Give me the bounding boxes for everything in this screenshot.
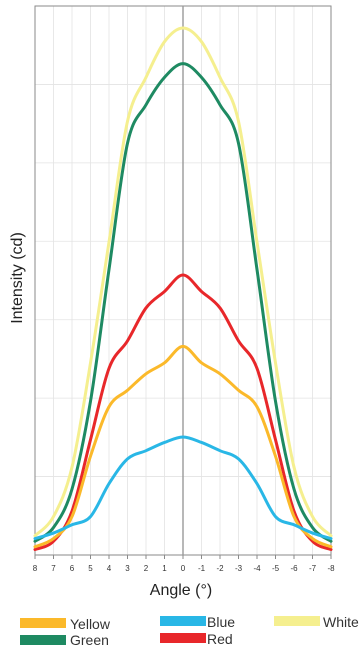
legend-swatch-white: [274, 616, 320, 626]
x-tick-label: 4: [107, 564, 112, 573]
x-tick-label: -6: [290, 564, 298, 573]
series-line-yellow: [33, 344, 333, 549]
series-line-blue: [33, 435, 333, 541]
legend-label-yellow: Yellow: [70, 616, 110, 632]
legend-swatch-red: [160, 633, 206, 643]
legend-swatch-green: [20, 635, 66, 645]
legend-label-green: Green: [70, 632, 109, 648]
legend-label-red: Red: [207, 631, 233, 647]
legend-swatch-yellow: [20, 618, 66, 628]
x-tick-label: -3: [235, 564, 243, 573]
x-tick-label: 6: [70, 564, 75, 573]
x-tick-label: -7: [309, 564, 317, 573]
x-tick-label: -8: [327, 564, 335, 573]
series-line-red: [33, 273, 333, 552]
x-tick-label: -2: [216, 564, 224, 573]
legend-swatch-blue: [160, 616, 206, 626]
x-tick-label: 0: [181, 564, 186, 573]
series-line-green: [33, 62, 333, 543]
series-line-white: [33, 26, 333, 538]
x-tick-label: 2: [144, 564, 149, 573]
x-axis-label: Angle (°): [149, 582, 213, 599]
x-tick-label: 8: [33, 564, 38, 573]
y-axis-label: Intensity (cd): [9, 232, 26, 324]
x-tick-label: 7: [51, 564, 56, 573]
x-tick-label: -5: [272, 564, 280, 573]
legend-label-blue: Blue: [207, 614, 236, 630]
x-tick-label: -4: [253, 564, 261, 573]
x-tick-label: 5: [88, 564, 93, 573]
x-tick-label: 1: [162, 564, 167, 573]
x-tick-label: 3: [125, 564, 130, 573]
x-tick-label: -1: [198, 564, 206, 573]
legend-label-white: White: [323, 614, 359, 630]
